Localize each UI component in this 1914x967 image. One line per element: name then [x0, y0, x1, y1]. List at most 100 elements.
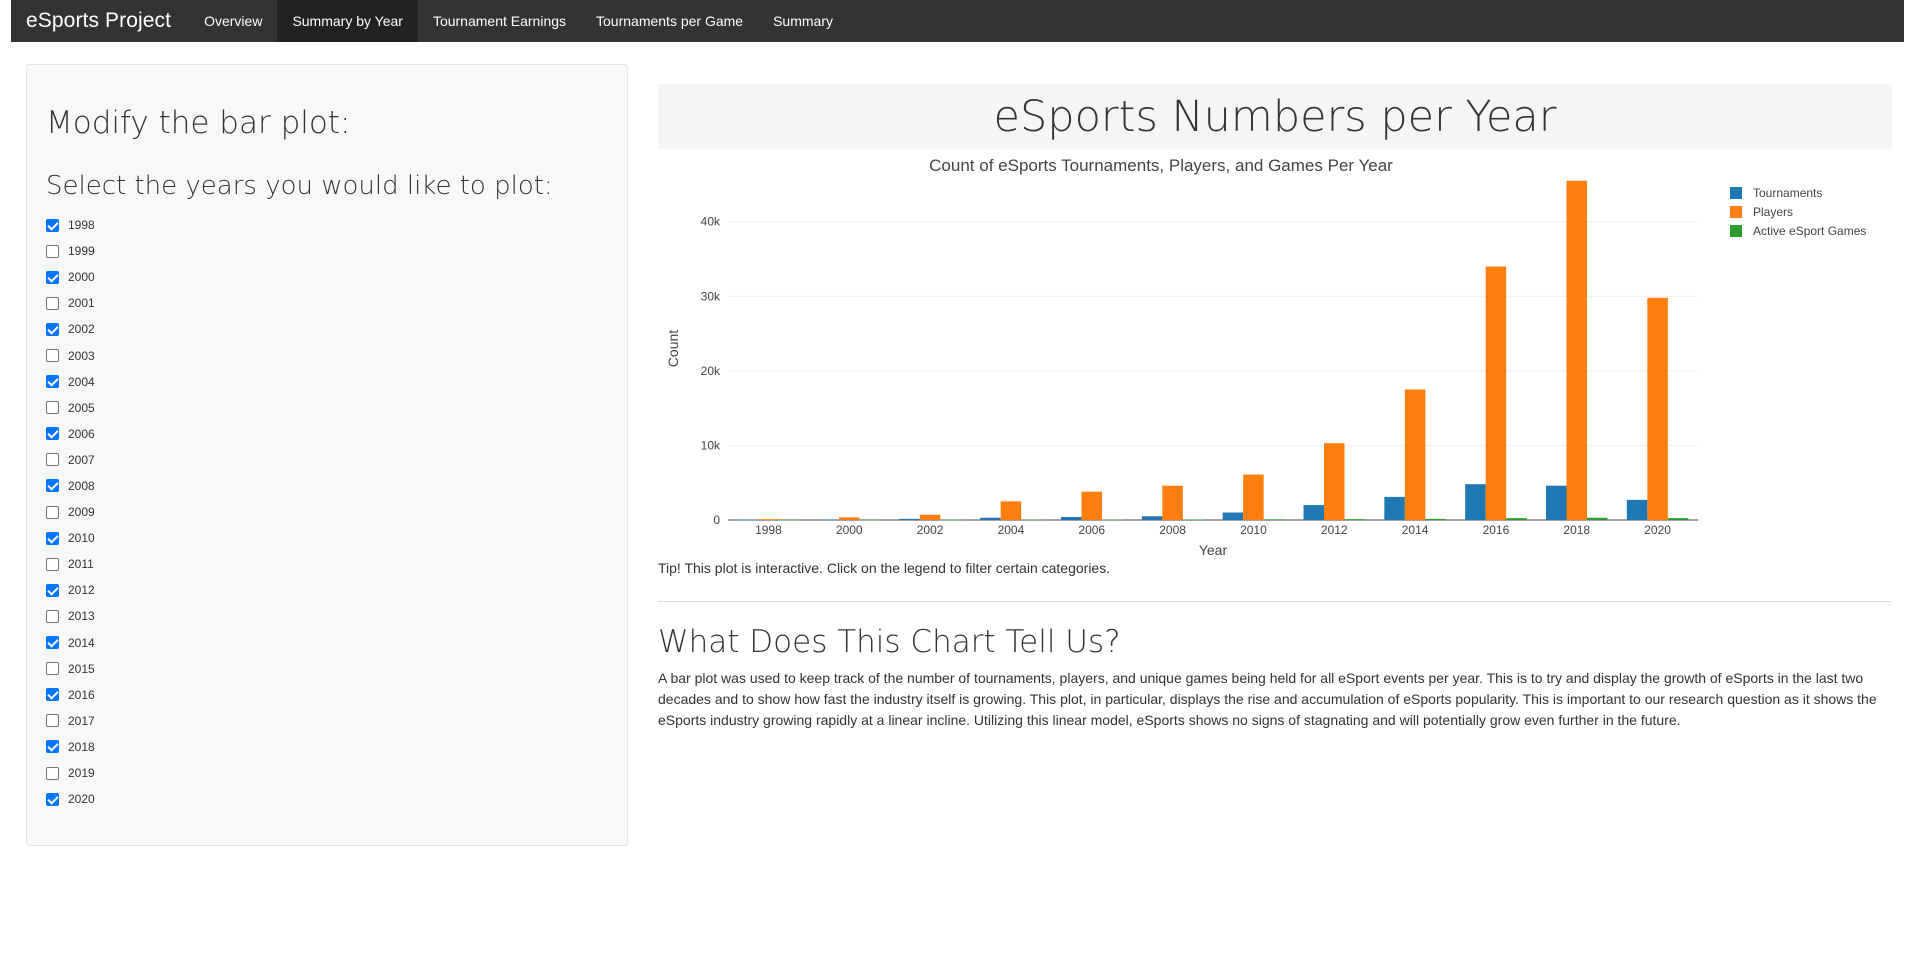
bar-active-esport-games[interactable]: [940, 519, 961, 521]
year-checkbox-row[interactable]: 2001: [46, 290, 95, 316]
year-checkbox-row[interactable]: 2011: [46, 551, 95, 577]
year-checkbox-row[interactable]: 2014: [46, 630, 95, 656]
year-checkbox[interactable]: [46, 479, 59, 493]
bar-tournaments[interactable]: [1061, 517, 1082, 520]
bar-tournaments[interactable]: [1303, 505, 1325, 520]
bar-players[interactable]: [1162, 485, 1183, 520]
bar-active-esport-games[interactable]: [1667, 518, 1689, 520]
year-checkbox[interactable]: [46, 505, 59, 519]
bar-active-esport-games[interactable]: [1344, 519, 1366, 520]
year-checkbox-row[interactable]: 2017: [46, 708, 95, 734]
year-checkbox[interactable]: [46, 636, 59, 650]
bar-active-esport-games[interactable]: [859, 519, 881, 521]
year-checkbox[interactable]: [46, 244, 59, 258]
bar-tournaments[interactable]: [1465, 484, 1486, 520]
bar-active-esport-games[interactable]: [778, 519, 800, 521]
bar-players[interactable]: [1485, 266, 1507, 520]
year-checkbox-row[interactable]: 2012: [46, 577, 95, 603]
bar-active-esport-games[interactable]: [1102, 519, 1123, 521]
year-checkbox-label: 2009: [68, 505, 95, 520]
bar-tournaments[interactable]: [899, 518, 920, 520]
year-checkbox-row[interactable]: 2016: [46, 682, 95, 708]
bar-tournaments[interactable]: [1384, 496, 1405, 520]
year-checkbox-row[interactable]: 2005: [46, 395, 95, 421]
year-checkbox[interactable]: [46, 270, 59, 284]
bar-players[interactable]: [1404, 389, 1426, 520]
year-checkbox-row[interactable]: 2004: [46, 369, 95, 395]
bar-active-esport-games[interactable]: [1263, 519, 1285, 520]
bar-tournaments[interactable]: [737, 519, 759, 521]
nav-item-summary[interactable]: Summary: [773, 13, 833, 29]
year-checkbox[interactable]: [46, 740, 59, 754]
year-checkbox-row[interactable]: 1999: [46, 238, 95, 264]
legend-label[interactable]: Tournaments: [1753, 186, 1822, 200]
legend-label[interactable]: Players: [1753, 205, 1793, 219]
bar-chart[interactable]: Count of eSports Tournaments, Players, a…: [658, 149, 1892, 569]
bar-active-esport-games[interactable]: [1425, 518, 1446, 520]
bar-active-esport-games[interactable]: [1021, 519, 1042, 521]
bar-players[interactable]: [919, 514, 941, 520]
bar-active-esport-games[interactable]: [1506, 518, 1527, 520]
bar-tournaments[interactable]: [1222, 512, 1244, 520]
year-checkbox-group: 1998 1999 2000 2001 2002 2003 2004 2005 2006 2007…: [46, 212, 95, 812]
legend-swatch[interactable]: [1730, 225, 1742, 237]
year-checkbox[interactable]: [46, 714, 59, 728]
nav-item-tournaments-per-game[interactable]: Tournaments per Game: [596, 13, 744, 29]
year-checkbox[interactable]: [46, 557, 59, 571]
year-checkbox-row[interactable]: 2006: [46, 421, 95, 447]
year-checkbox[interactable]: [46, 766, 59, 780]
bar-tournaments[interactable]: [818, 519, 840, 520]
year-checkbox[interactable]: [46, 375, 59, 389]
year-checkbox-row[interactable]: 2015: [46, 656, 95, 682]
year-checkbox[interactable]: [46, 427, 59, 441]
bar-players[interactable]: [1647, 297, 1668, 520]
year-checkbox-row[interactable]: 2002: [46, 316, 95, 342]
bar-tournaments[interactable]: [980, 517, 1001, 520]
year-checkbox-row[interactable]: 2018: [46, 734, 95, 760]
bar-chart-svg[interactable]: Count of eSports Tournaments, Players, a…: [658, 149, 1892, 569]
bar-tournaments[interactable]: [1546, 485, 1567, 520]
year-checkbox[interactable]: [46, 296, 59, 310]
year-checkbox[interactable]: [46, 792, 59, 806]
bar-players[interactable]: [1081, 491, 1103, 520]
bar-players[interactable]: [1566, 180, 1588, 520]
year-checkbox-row[interactable]: 2000: [46, 264, 95, 290]
year-checkbox[interactable]: [46, 401, 59, 415]
year-checkbox-label: 2003: [68, 348, 95, 363]
legend-swatch[interactable]: [1730, 187, 1742, 199]
year-checkbox-row[interactable]: 2020: [46, 786, 95, 812]
nav-item-overview[interactable]: Overview: [204, 13, 263, 29]
bar-players[interactable]: [758, 519, 779, 520]
year-checkbox[interactable]: [46, 218, 59, 232]
navbar-brand[interactable]: eSports Project: [26, 9, 172, 32]
year-checkbox[interactable]: [46, 662, 59, 676]
legend-label[interactable]: Active eSport Games: [1753, 224, 1866, 238]
year-checkbox-row[interactable]: 2019: [46, 760, 95, 786]
bar-tournaments[interactable]: [1141, 516, 1163, 520]
legend-swatch[interactable]: [1730, 206, 1742, 218]
year-checkbox[interactable]: [46, 531, 59, 545]
nav-item-summary-by-year[interactable]: Summary by Year: [277, 0, 418, 42]
year-checkbox[interactable]: [46, 609, 59, 623]
bar-tournaments[interactable]: [1626, 499, 1648, 520]
year-checkbox[interactable]: [46, 688, 59, 702]
year-checkbox[interactable]: [46, 583, 59, 597]
year-checkbox-row[interactable]: 2008: [46, 473, 95, 499]
bar-players[interactable]: [1000, 501, 1022, 520]
year-checkbox[interactable]: [46, 349, 59, 363]
year-checkbox-row[interactable]: 2007: [46, 447, 95, 473]
bar-players[interactable]: [1243, 474, 1264, 520]
year-checkbox-row[interactable]: 2009: [46, 499, 95, 525]
year-checkbox-row[interactable]: 2010: [46, 525, 95, 551]
year-checkbox-row[interactable]: 1998: [46, 212, 95, 238]
year-checkbox[interactable]: [46, 453, 59, 467]
year-checkbox-row[interactable]: 2003: [46, 342, 95, 368]
bar-active-esport-games[interactable]: [1587, 517, 1608, 520]
year-checkbox[interactable]: [46, 322, 59, 336]
x-tick-label: 2006: [1078, 523, 1105, 537]
bar-players[interactable]: [839, 517, 860, 520]
nav-item-tournament-earnings[interactable]: Tournament Earnings: [432, 13, 567, 29]
year-checkbox-row[interactable]: 2013: [46, 603, 95, 629]
bar-players[interactable]: [1324, 443, 1345, 520]
bar-active-esport-games[interactable]: [1182, 519, 1204, 520]
